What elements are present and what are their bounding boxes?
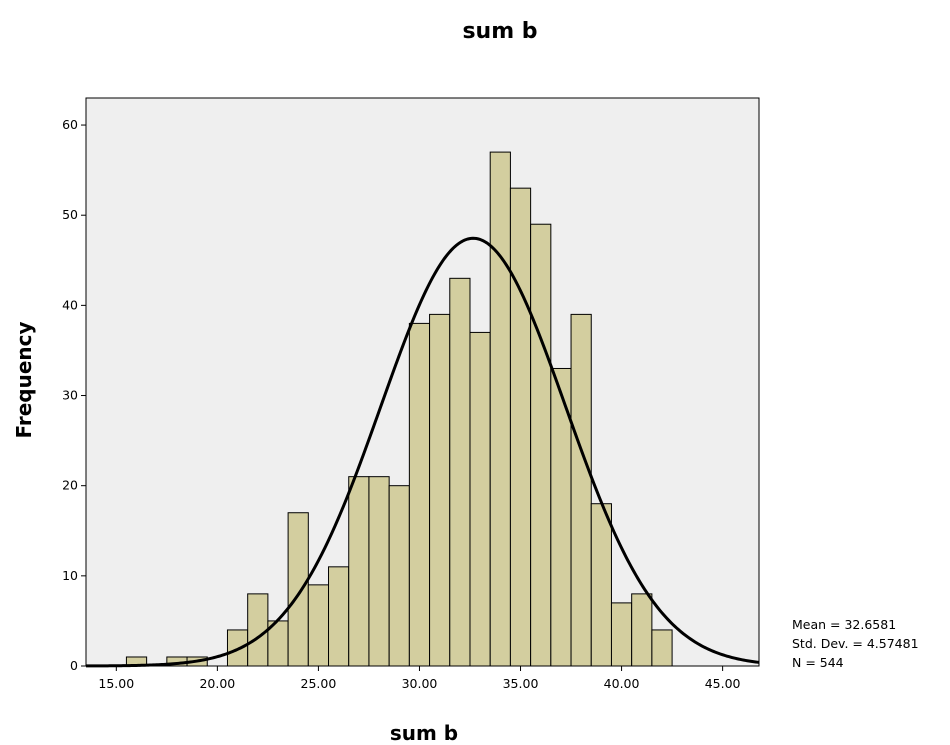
y-axis-title: Frequency xyxy=(12,321,36,438)
x-tick-label: 30.00 xyxy=(402,676,438,691)
y-tick-label: 0 xyxy=(70,658,78,673)
histogram-bar xyxy=(489,151,511,667)
x-tick-label: 20.00 xyxy=(199,676,235,691)
x-tick-label: 25.00 xyxy=(301,676,337,691)
stats-mean: Mean = 32.6581 xyxy=(792,617,896,632)
x-tick-label: 40.00 xyxy=(604,676,640,691)
histogram-bar xyxy=(348,476,370,667)
histogram-bar xyxy=(570,313,592,667)
histogram-bar xyxy=(530,223,552,667)
y-tick-label: 20 xyxy=(62,478,78,493)
x-tick-label: 35.00 xyxy=(503,676,539,691)
histogram-bar xyxy=(631,593,653,667)
histogram-bar xyxy=(388,485,410,667)
chart-title: sum b xyxy=(462,19,537,44)
x-axis: 15.00 20.00 25.00 30.00 35.00 40.00 45.00 xyxy=(98,666,741,691)
normal-curve xyxy=(86,236,760,668)
histogram-bar xyxy=(307,584,330,667)
y-tick-label: 10 xyxy=(62,568,78,583)
histogram-bar xyxy=(247,593,269,667)
histogram-bar xyxy=(610,602,633,667)
y-axis: 0 10 20 30 40 50 60 xyxy=(62,117,86,673)
histogram-bar xyxy=(429,313,451,667)
y-tick-label: 60 xyxy=(62,117,78,132)
histogram-bar xyxy=(368,476,390,667)
y-tick-label: 50 xyxy=(62,207,78,222)
histogram-bar xyxy=(590,503,612,667)
x-tick-label: 45.00 xyxy=(705,676,741,691)
histogram-bar xyxy=(469,331,491,667)
stats-n: N = 544 xyxy=(792,655,844,670)
stats-std-dev: Std. Dev. = 4.57481 xyxy=(792,636,919,651)
x-axis-title: sum b xyxy=(390,721,458,745)
y-tick-label: 30 xyxy=(62,388,78,403)
histogram-bar xyxy=(449,277,471,667)
y-tick-label: 40 xyxy=(62,297,78,312)
histogram-bar xyxy=(509,187,532,667)
histogram-bars xyxy=(125,151,673,667)
histogram-bar xyxy=(328,566,350,667)
x-tick-label: 15.00 xyxy=(98,676,134,691)
histogram-bar xyxy=(651,629,673,667)
stats-box: Mean = 32.6581 Std. Dev. = 4.57481 N = 5… xyxy=(792,617,919,670)
histogram-bar xyxy=(287,512,309,667)
histogram-bar xyxy=(408,322,431,667)
